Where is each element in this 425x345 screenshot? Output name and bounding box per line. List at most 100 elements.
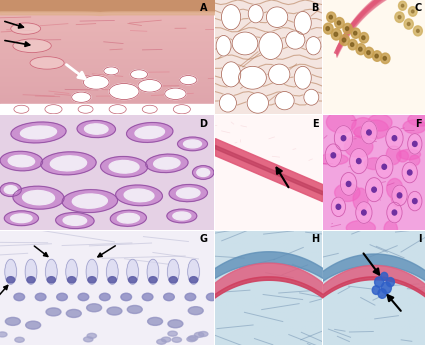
Circle shape	[147, 317, 163, 325]
Text: F: F	[415, 119, 422, 129]
Ellipse shape	[376, 155, 393, 178]
Circle shape	[331, 153, 336, 158]
Ellipse shape	[247, 93, 269, 113]
Ellipse shape	[164, 293, 174, 301]
Circle shape	[364, 47, 374, 58]
Ellipse shape	[47, 277, 55, 283]
Ellipse shape	[178, 137, 207, 151]
Ellipse shape	[57, 293, 68, 301]
Ellipse shape	[7, 277, 15, 283]
Circle shape	[198, 332, 208, 336]
Ellipse shape	[154, 158, 180, 169]
Ellipse shape	[304, 89, 319, 105]
Ellipse shape	[124, 189, 154, 202]
Ellipse shape	[318, 154, 348, 165]
Ellipse shape	[147, 259, 159, 284]
Circle shape	[413, 141, 417, 146]
Circle shape	[157, 339, 166, 344]
Circle shape	[78, 105, 93, 113]
Ellipse shape	[78, 293, 89, 301]
Ellipse shape	[184, 140, 201, 148]
Circle shape	[327, 12, 336, 22]
Ellipse shape	[354, 127, 371, 138]
Circle shape	[162, 337, 171, 342]
Ellipse shape	[219, 94, 236, 112]
Ellipse shape	[350, 148, 368, 174]
Ellipse shape	[408, 191, 422, 211]
Ellipse shape	[340, 172, 357, 195]
Circle shape	[392, 210, 397, 215]
Ellipse shape	[110, 210, 147, 226]
Ellipse shape	[41, 152, 96, 175]
Ellipse shape	[5, 259, 17, 284]
Ellipse shape	[325, 144, 341, 167]
Ellipse shape	[4, 186, 17, 194]
Text: B: B	[312, 3, 319, 13]
Ellipse shape	[238, 66, 266, 89]
Ellipse shape	[129, 277, 137, 283]
Ellipse shape	[66, 259, 77, 284]
Ellipse shape	[368, 114, 392, 131]
Ellipse shape	[142, 293, 153, 301]
Circle shape	[362, 36, 365, 40]
Ellipse shape	[409, 155, 420, 166]
Circle shape	[83, 76, 109, 89]
Ellipse shape	[20, 126, 57, 139]
Circle shape	[329, 16, 332, 19]
Circle shape	[194, 332, 204, 337]
Ellipse shape	[45, 259, 57, 284]
Ellipse shape	[4, 211, 39, 226]
Ellipse shape	[188, 259, 199, 284]
Ellipse shape	[185, 293, 196, 301]
Circle shape	[408, 170, 412, 175]
Circle shape	[84, 337, 93, 342]
Circle shape	[26, 321, 41, 329]
Circle shape	[331, 29, 341, 40]
Ellipse shape	[386, 146, 401, 165]
Ellipse shape	[248, 4, 263, 23]
Ellipse shape	[364, 158, 385, 170]
Circle shape	[414, 26, 422, 36]
Circle shape	[367, 130, 371, 135]
Circle shape	[87, 333, 96, 338]
Ellipse shape	[101, 157, 147, 177]
Circle shape	[168, 331, 177, 336]
Ellipse shape	[397, 150, 408, 162]
Ellipse shape	[190, 277, 198, 283]
Ellipse shape	[72, 194, 108, 208]
Ellipse shape	[127, 259, 139, 284]
Circle shape	[351, 28, 360, 38]
Circle shape	[323, 23, 333, 34]
Circle shape	[138, 79, 162, 92]
Ellipse shape	[86, 259, 98, 284]
Circle shape	[346, 181, 351, 186]
Ellipse shape	[331, 197, 346, 217]
Ellipse shape	[294, 11, 311, 34]
Circle shape	[395, 12, 404, 22]
Circle shape	[341, 136, 346, 141]
Ellipse shape	[232, 32, 258, 55]
Circle shape	[104, 67, 119, 75]
Ellipse shape	[169, 185, 207, 202]
Ellipse shape	[306, 37, 321, 55]
Ellipse shape	[146, 154, 188, 172]
Circle shape	[359, 47, 362, 51]
Circle shape	[109, 105, 126, 114]
Circle shape	[367, 51, 370, 55]
Ellipse shape	[11, 23, 41, 34]
Ellipse shape	[11, 214, 32, 223]
Ellipse shape	[30, 57, 64, 69]
Circle shape	[340, 34, 349, 46]
Circle shape	[130, 70, 147, 79]
Circle shape	[336, 204, 341, 209]
Ellipse shape	[14, 293, 25, 301]
Circle shape	[357, 159, 361, 164]
Circle shape	[343, 23, 352, 34]
Ellipse shape	[135, 126, 164, 139]
Ellipse shape	[99, 293, 110, 301]
Ellipse shape	[62, 190, 118, 213]
Ellipse shape	[116, 185, 162, 206]
Circle shape	[342, 38, 346, 42]
Circle shape	[326, 27, 329, 30]
Ellipse shape	[402, 162, 417, 183]
